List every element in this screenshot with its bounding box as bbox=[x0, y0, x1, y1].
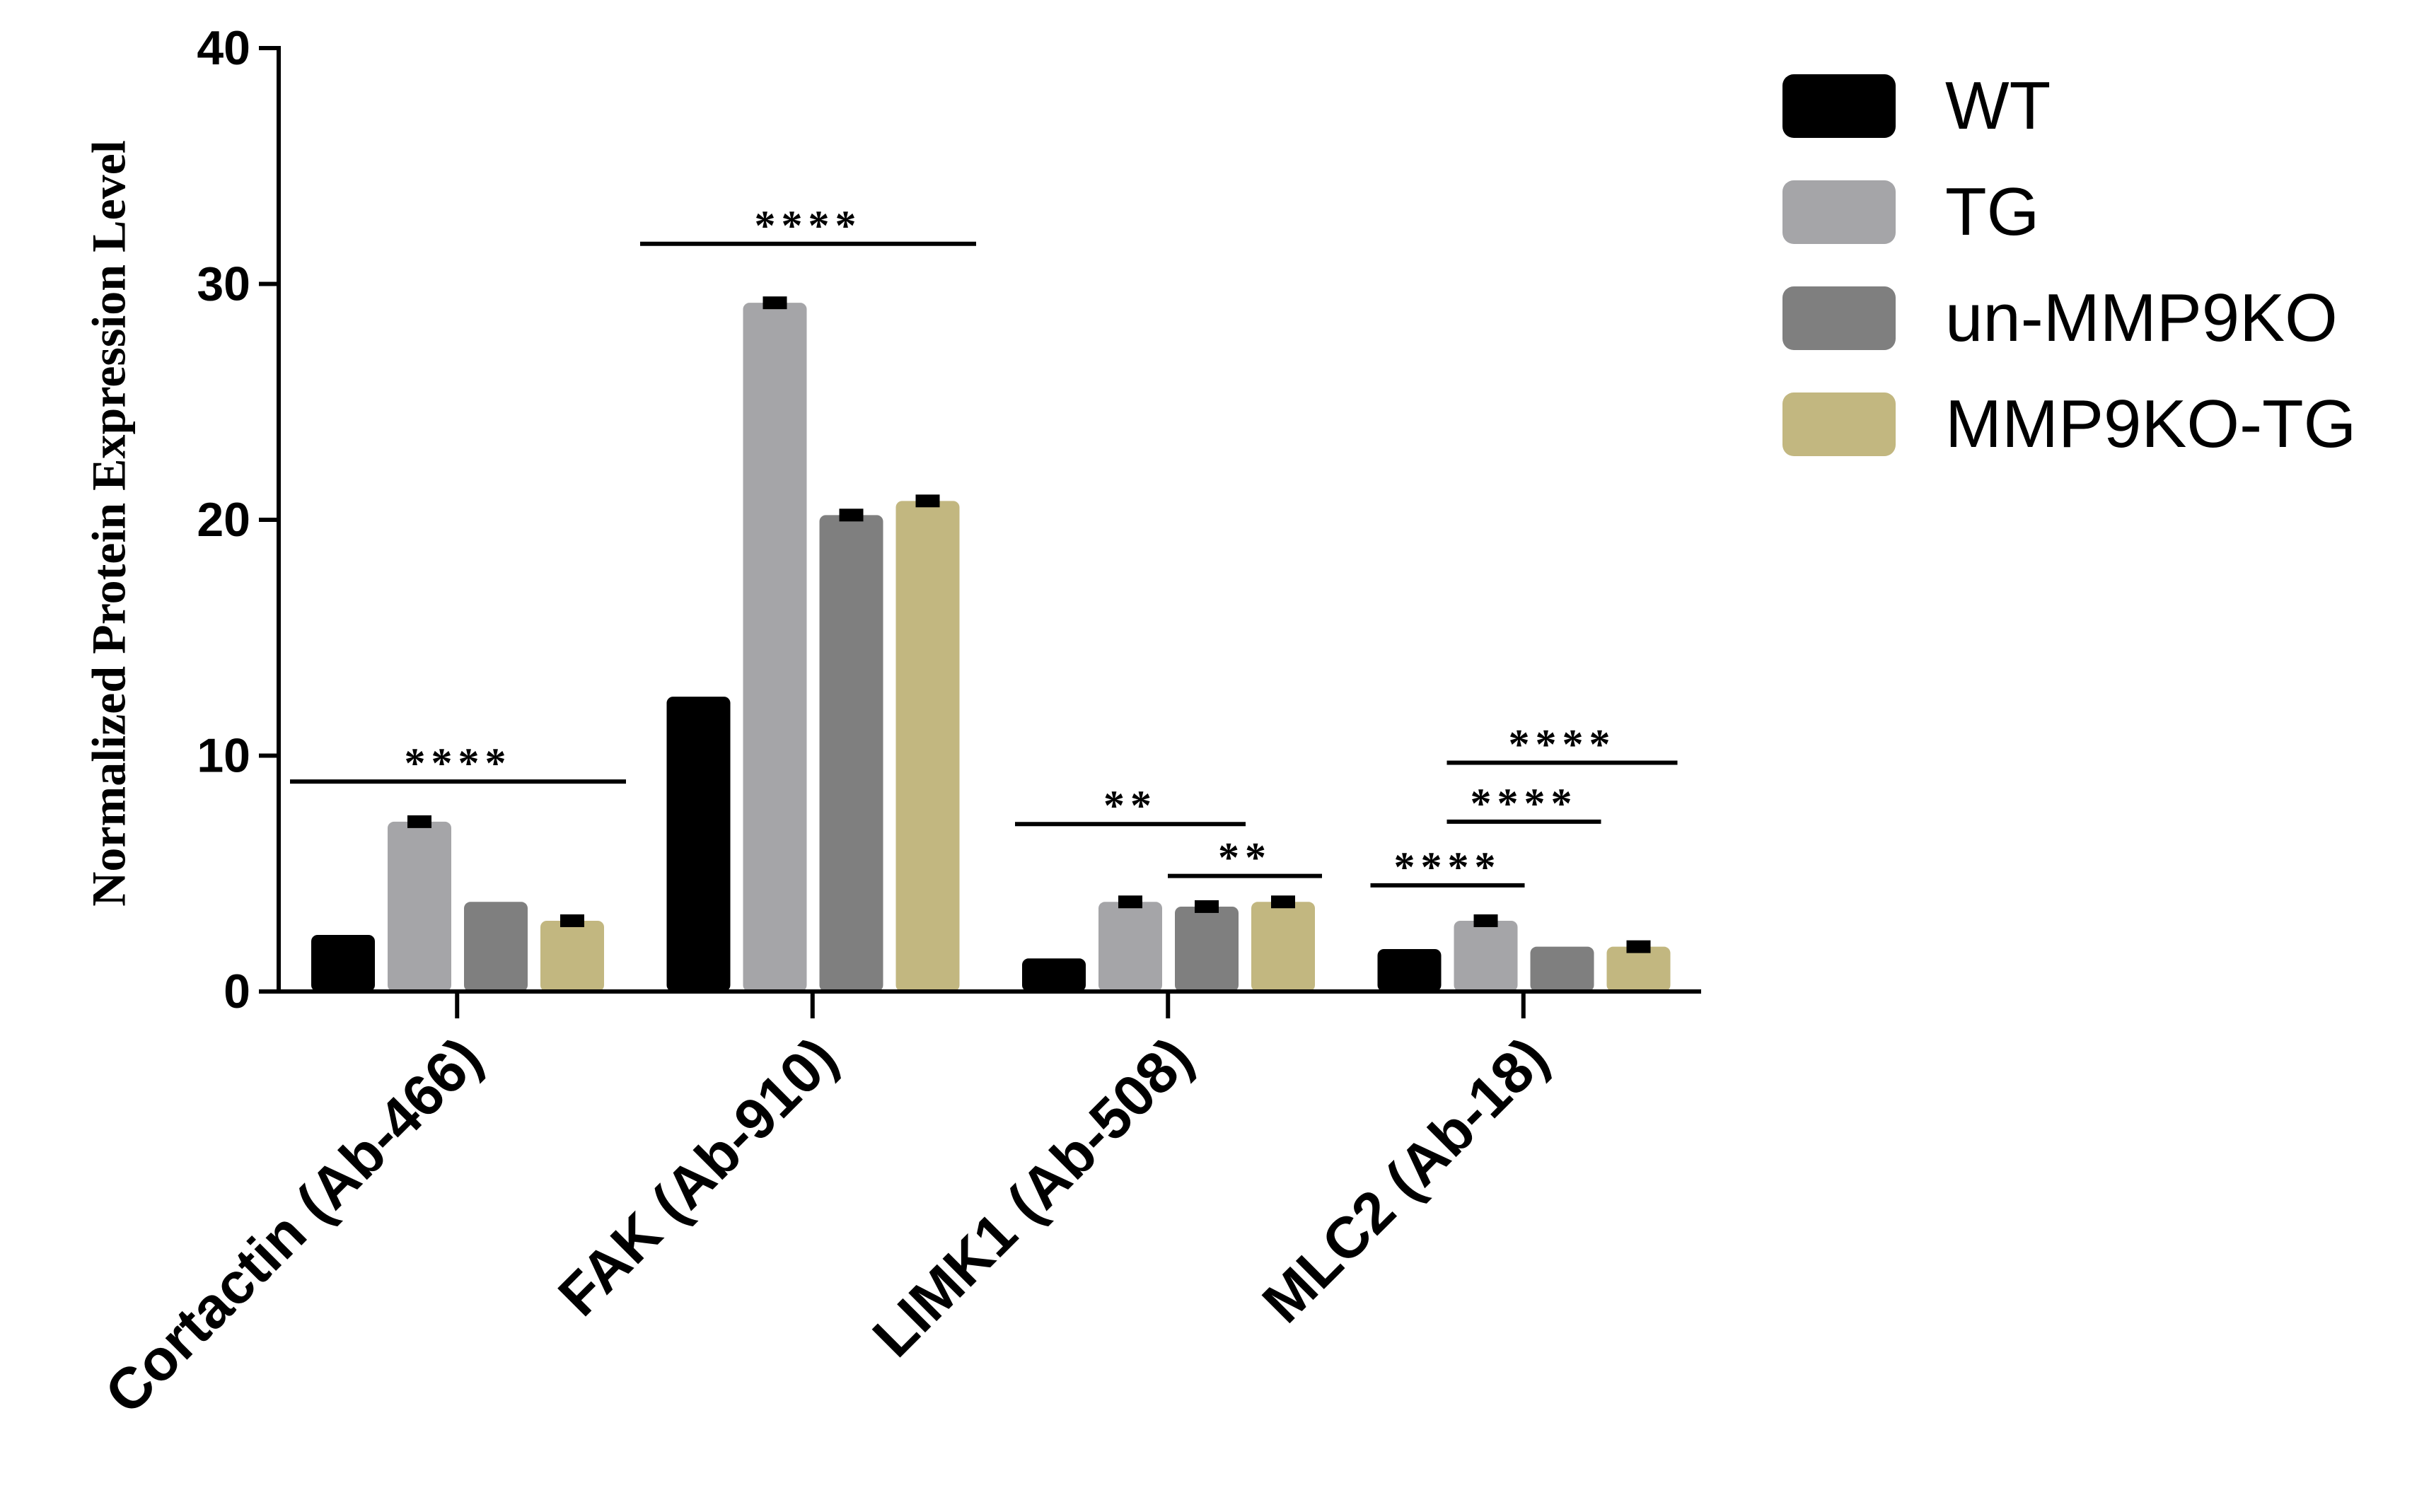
bar bbox=[1098, 902, 1162, 991]
legend-swatch-mmp9ko-tg bbox=[1782, 392, 1896, 456]
y-tick-label: 30 bbox=[197, 257, 250, 311]
error-bar bbox=[1118, 895, 1142, 909]
significance-label: **** bbox=[1394, 844, 1502, 890]
significance-label: ** bbox=[1218, 834, 1272, 881]
bar bbox=[1251, 902, 1315, 991]
legend-item-un-mmp9ko: un-MMP9KO bbox=[1782, 280, 2398, 356]
bar bbox=[540, 920, 604, 991]
legend-item-wt: WT bbox=[1782, 68, 2398, 144]
x-tick-label: MLC2 (Ab-18) bbox=[1251, 1025, 1560, 1335]
plot-area: 0 10 20 30 40 Cortactin (Ab-466) FAK (Ab-910) L… bbox=[93, 21, 1701, 1426]
x-tick-label: Cortactin (Ab-466) bbox=[93, 1025, 494, 1426]
bar bbox=[464, 902, 528, 991]
legend-swatch-wt bbox=[1782, 74, 1896, 138]
significance-label: **** bbox=[755, 202, 862, 249]
bar bbox=[1454, 920, 1518, 991]
y-axis-title: Normalized Protein Expression Level bbox=[81, 140, 136, 907]
bar bbox=[311, 934, 375, 991]
error-bar bbox=[763, 296, 787, 310]
significance-label: **** bbox=[1509, 721, 1616, 768]
legend: WT TG un-MMP9KO MMP9KO-TG bbox=[1782, 68, 2398, 495]
legend-label-wt: WT bbox=[1945, 68, 2051, 144]
y-tick-label: 20 bbox=[197, 493, 250, 547]
legend-item-mmp9ko-tg: MMP9KO-TG bbox=[1782, 386, 2398, 462]
bar bbox=[1606, 946, 1671, 991]
error-bar bbox=[839, 508, 864, 522]
error-bar bbox=[560, 914, 584, 927]
significance-label: ** bbox=[1103, 782, 1157, 829]
bar bbox=[743, 303, 807, 991]
error-bar bbox=[407, 815, 431, 828]
legend-swatch-tg bbox=[1782, 180, 1896, 244]
legend-label-mmp9ko-tg: MMP9KO-TG bbox=[1945, 386, 2357, 462]
bar bbox=[895, 501, 960, 991]
bar bbox=[819, 515, 883, 991]
bar bbox=[388, 821, 451, 991]
error-bar bbox=[1473, 914, 1498, 927]
bar bbox=[1377, 948, 1442, 991]
legend-label-tg: TG bbox=[1945, 174, 2040, 250]
y-tick-label: 10 bbox=[197, 729, 250, 783]
significance-label: **** bbox=[405, 740, 512, 786]
x-tick-label: LIMK1 (Ab-508) bbox=[861, 1025, 1205, 1369]
legend-swatch-un-mmp9ko bbox=[1782, 286, 1896, 350]
y-tick-label: 0 bbox=[224, 965, 250, 1018]
error-bar bbox=[1195, 900, 1219, 913]
y-tick-label: 40 bbox=[197, 21, 250, 75]
bar bbox=[1530, 946, 1594, 991]
error-bar bbox=[915, 494, 940, 508]
significance-label: **** bbox=[1471, 780, 1578, 827]
error-bar bbox=[1626, 940, 1651, 953]
x-tick-label: FAK (Ab-910) bbox=[547, 1025, 850, 1328]
error-bar bbox=[1271, 895, 1295, 909]
legend-item-tg: TG bbox=[1782, 174, 2398, 250]
bar bbox=[666, 697, 731, 991]
legend-label-un-mmp9ko: un-MMP9KO bbox=[1945, 280, 2338, 356]
bar bbox=[1175, 906, 1239, 991]
bar bbox=[1022, 958, 1086, 991]
